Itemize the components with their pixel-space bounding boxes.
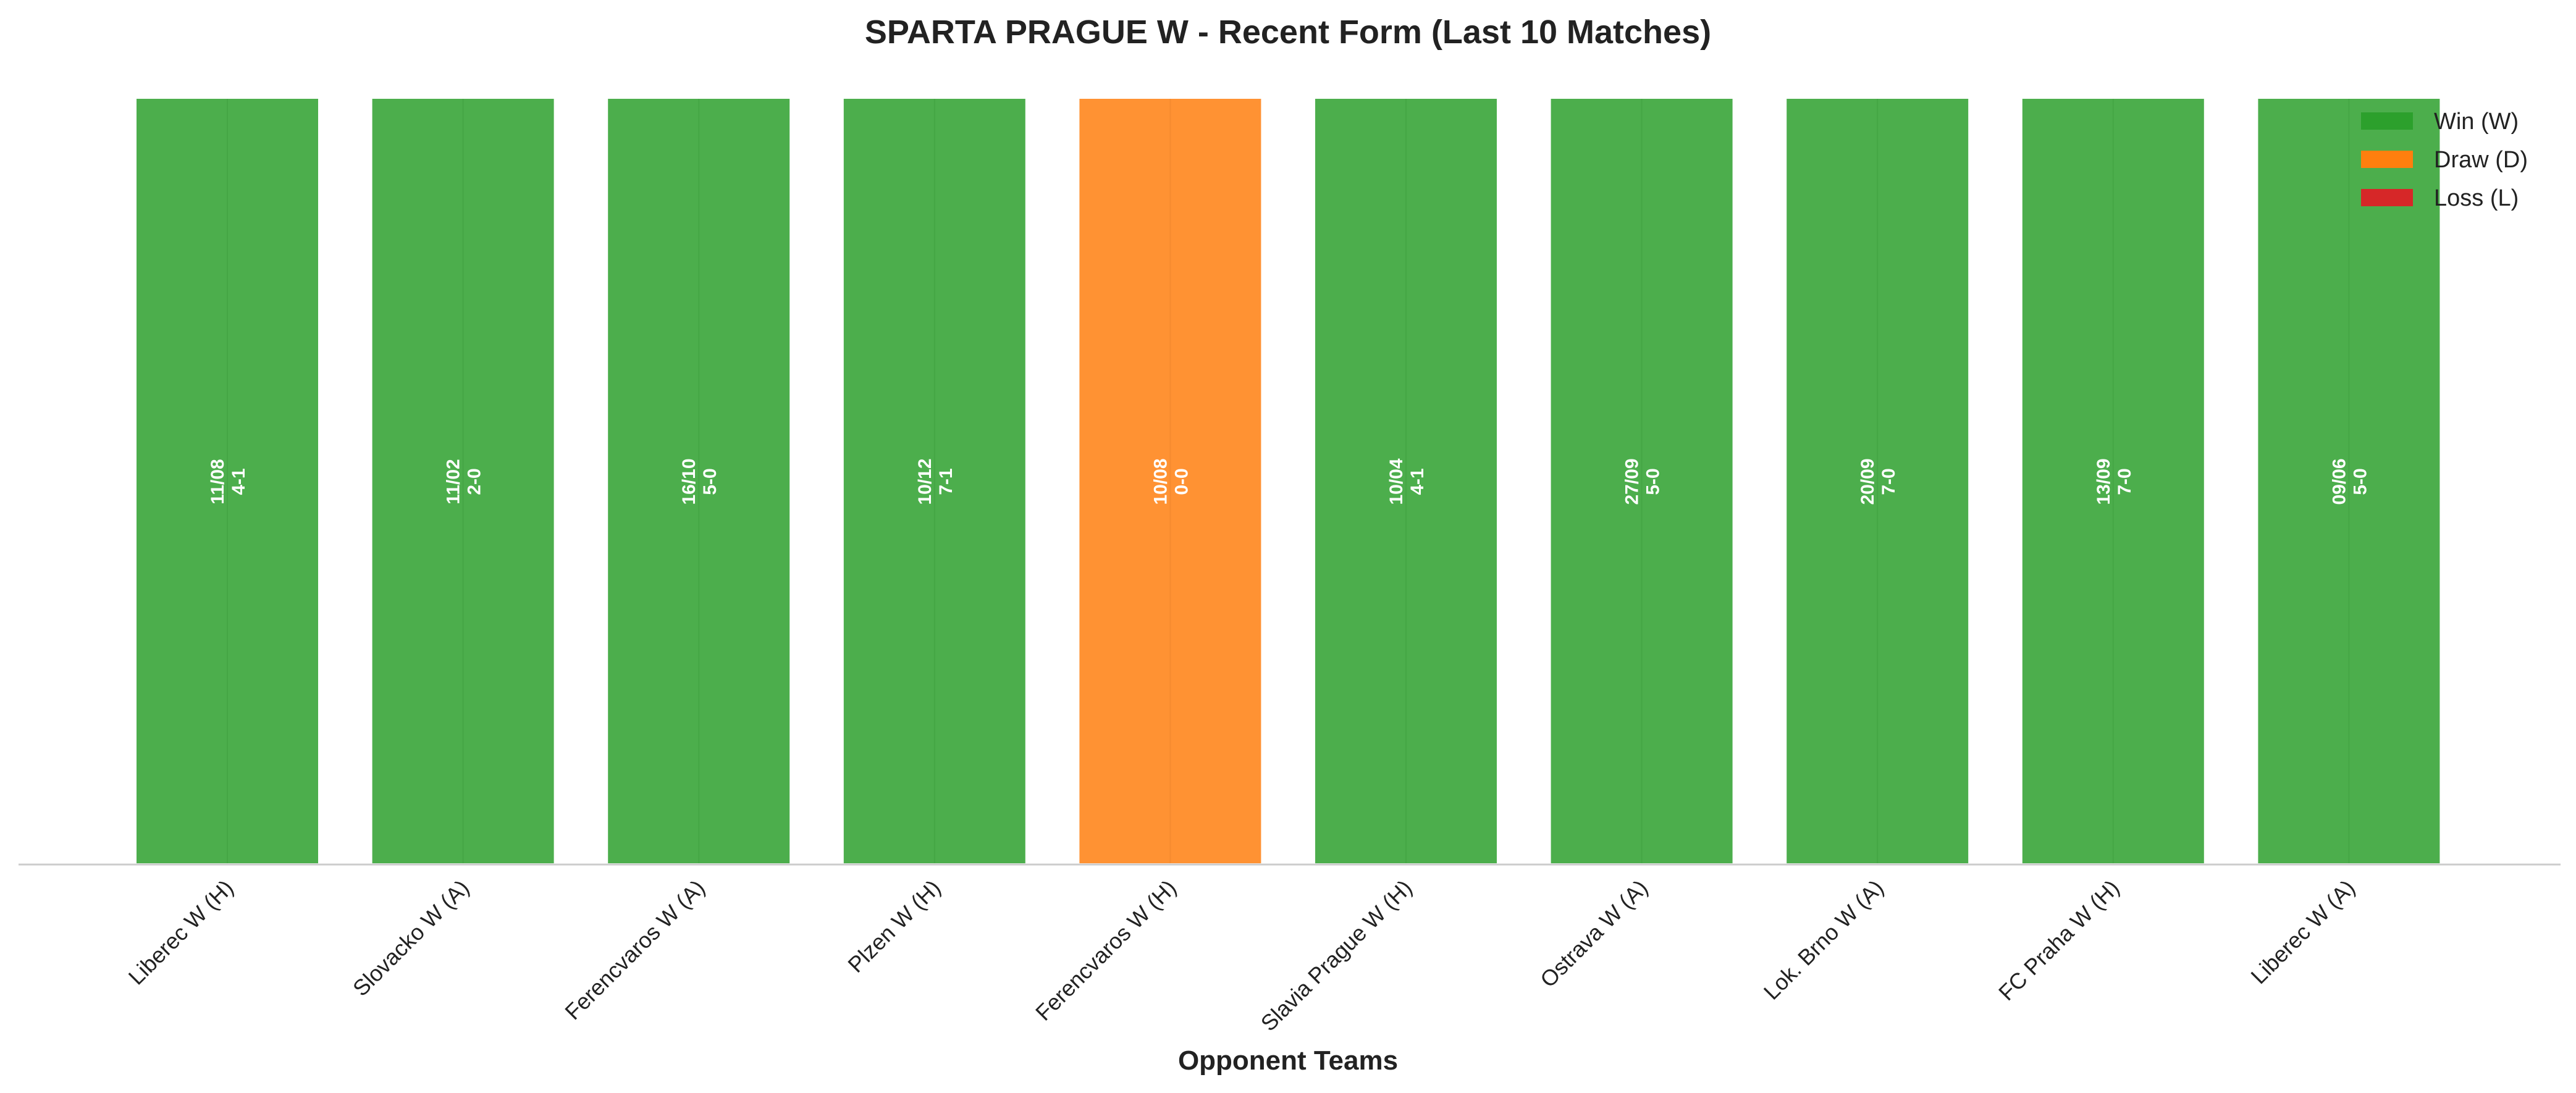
bar-date: 20/09 [1858,458,1878,505]
bar-date: 10/08 [1150,458,1171,505]
bar-label: 27/095-0 [1622,458,1664,505]
bar-score: 4-1 [1407,468,1428,495]
x-tick-label: Ferencvaros W (A) [560,875,710,1025]
bar-label: 13/097-0 [2094,458,2135,505]
legend-label: Draw (D) [2434,147,2528,173]
bar-score: 0-0 [1171,468,1192,495]
bar-score: 5-0 [2350,468,2370,495]
bar-label: 16/105-0 [679,458,720,505]
x-tick-label: Lok. Brno W (A) [1759,875,1888,1005]
bar-score: 7-0 [2115,468,2135,495]
x-tick-label: Plzen W (H) [843,875,945,978]
legend-label: Loss (L) [2434,185,2519,211]
bar-label: 11/084-1 [208,459,249,504]
bar-score: 7-1 [936,468,956,495]
bar-score: 5-0 [700,468,720,495]
bar-label: 10/127-1 [915,458,956,505]
bar-date: 11/02 [444,459,464,504]
x-tick-label: Liberec W (H) [124,875,238,990]
bar-label: 10/080-0 [1150,458,1192,505]
legend-label: Win (W) [2434,109,2519,135]
bar-10 [2255,96,2443,866]
x-tick-label: Ferencvaros W (H) [1030,875,1181,1026]
bar-date: 09/06 [2329,458,2349,505]
legend-swatch [2361,189,2413,206]
chart-title: SPARTA PRAGUE W - Recent Form (Last 10 M… [865,14,1711,51]
bar-label: 10/044-1 [1386,458,1428,505]
x-tick-label: Ostrava W (A) [1535,875,1652,992]
bar-7 [1548,96,1735,866]
x-tick-label: Liberec W (A) [2246,875,2360,989]
bar-1 [134,96,321,866]
bar-date: 10/12 [915,458,935,505]
bar-score: 7-0 [1879,468,1899,495]
bar-label: 09/065-0 [2329,458,2370,505]
bar-score: 2-0 [465,468,485,495]
bar-3 [605,96,793,866]
bar-label: 20/097-0 [1858,458,1899,505]
bar-6 [1313,96,1499,866]
bar-4 [841,96,1028,866]
bar-score: 4-1 [229,468,249,495]
bar-date: 11/08 [208,459,228,504]
x-axis-label: Opponent Teams [1178,1045,1398,1076]
bar-date: 13/09 [2094,458,2114,505]
x-tick-label: FC Praha W (H) [1993,875,2124,1005]
legend: Win (W) Draw (D) Loss (L) [2361,109,2528,211]
bar-date: 10/04 [1386,458,1407,505]
bar-2 [369,96,557,866]
legend-swatch [2361,112,2413,130]
x-tick-label: Slovacko W (A) [348,875,474,1001]
bar-date: 16/10 [679,458,699,505]
bars-group: 11/084-1 11/022-0 16/105-0 10/127-1 10/080-0… [134,96,2443,866]
x-tick-labels: Liberec W (H) Slovacko W (A) Ferencvaros W… [124,875,2360,1036]
legend-swatch [2361,151,2413,168]
x-tick-label: Slavia Prague W (H) [1256,875,1417,1036]
bar-5 [1077,96,1264,866]
bar-score: 5-0 [1643,468,1664,495]
bar-date: 27/09 [1622,458,1643,505]
bar-label: 11/022-0 [444,459,485,504]
